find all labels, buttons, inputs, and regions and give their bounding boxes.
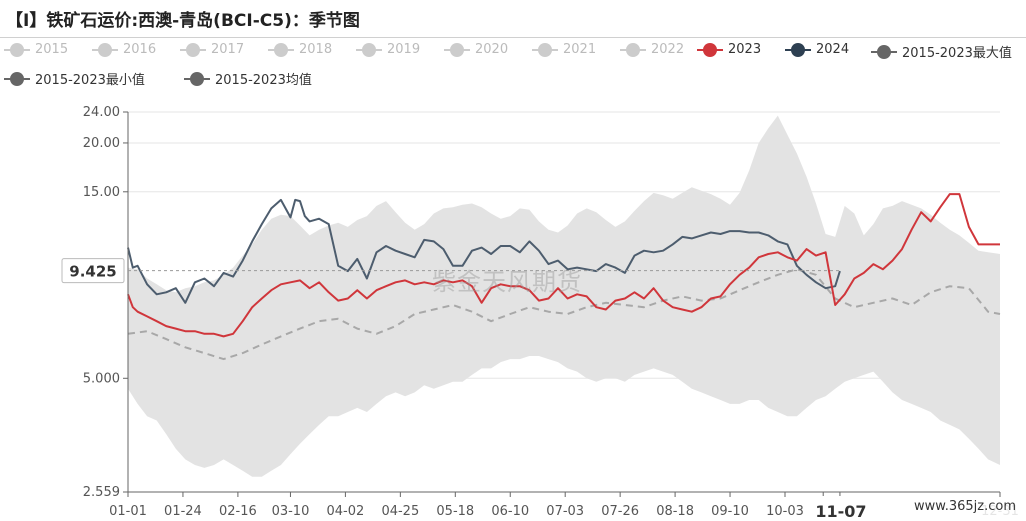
max-min-band [128, 115, 1000, 477]
y-tick-label: 20.00 [83, 136, 120, 151]
legend-item-2017[interactable]: 2017 [180, 42, 244, 57]
x-tick-label: 09-10 [711, 504, 749, 519]
legend-label: 2019 [387, 42, 421, 57]
series-2024-line [127, 198, 841, 304]
series-2023-line [127, 193, 1000, 338]
legend-item-2015-2023最小值[interactable]: 2015-2023最小值 [4, 69, 145, 88]
legend-label: 2024 [816, 42, 850, 57]
legend-marker-icon [620, 42, 646, 57]
legend-marker-icon [356, 42, 382, 57]
legend-item-2023[interactable]: 2023 [697, 42, 761, 57]
pointer-y-box [61, 258, 125, 284]
x-tick-label: 04-02 [327, 504, 365, 519]
legend-label: 2017 [211, 42, 245, 57]
legend-item-2015-2023最大值[interactable]: 2015-2023最大值 [871, 42, 1012, 61]
x-tick-label: 07-26 [601, 504, 639, 519]
x-tick-label: 06-10 [491, 504, 529, 519]
y-tick-label: 5.000 [83, 371, 120, 386]
legend-label: 2021 [563, 42, 597, 57]
legend-label: 2015-2023均值 [215, 73, 312, 88]
legend-marker-icon [184, 71, 210, 86]
legend-label: 2018 [299, 42, 333, 57]
pointer-x-label: 11-07 [815, 502, 866, 521]
legend-marker-icon [4, 42, 30, 57]
legend-marker-icon [697, 42, 723, 57]
x-tick-label: 01-24 [164, 504, 202, 519]
site-watermark: www.365jz.com [910, 498, 1020, 515]
chart-title: 【I】铁矿石运价:西澳-青岛(BCI-C5)：季节图 [6, 11, 360, 31]
legend-label: 2022 [651, 42, 685, 57]
x-tick-label: 08-18 [656, 504, 694, 519]
y-tick-label: 2.559 [83, 485, 120, 500]
x-tick-label: 02-16 [219, 504, 257, 519]
x-tick-label: 07-03 [546, 504, 584, 519]
x-tick-label: 04-25 [381, 504, 419, 519]
title-divider [0, 37, 1026, 38]
pointer-x-box [809, 496, 872, 521]
legend-label: 2023 [728, 42, 762, 57]
x-tick-label: 05-18 [436, 504, 474, 519]
x-tick-label: 01-01 [109, 504, 147, 519]
legend-item-2024[interactable]: 2024 [785, 42, 849, 57]
legend-marker-icon [532, 42, 558, 57]
legend-item-2018[interactable]: 2018 [268, 42, 332, 57]
x-tick-label: 10-03 [766, 504, 804, 519]
x-tick-label: 03-10 [272, 504, 310, 519]
legend-label: 2015-2023最小值 [35, 73, 145, 88]
legend-item-2022[interactable]: 2022 [620, 42, 684, 57]
legend-marker-icon [785, 42, 811, 57]
legend-marker-icon [180, 42, 206, 57]
legend-marker-icon [444, 42, 470, 57]
legend-marker-icon [871, 44, 897, 59]
legend-item-2020[interactable]: 2020 [444, 42, 508, 57]
legend-label: 2015-2023最大值 [902, 46, 1012, 61]
legend-marker-icon [92, 42, 118, 57]
legend-label: 2015 [35, 42, 69, 57]
legend-marker-icon [4, 71, 30, 86]
y-tick-label: 24.00 [83, 105, 120, 120]
pointer-y-label: 9.425 [69, 263, 116, 281]
watermark: 紫金天风期货 [432, 268, 582, 296]
legend-marker-icon [268, 42, 294, 57]
legend-item-2021[interactable]: 2021 [532, 42, 596, 57]
y-tick-label: 15.00 [83, 185, 120, 200]
legend-label: 2020 [475, 42, 509, 57]
legend-item-2015[interactable]: 2015 [4, 42, 68, 57]
legend-item-2016[interactable]: 2016 [92, 42, 156, 57]
legend-item-2019[interactable]: 2019 [356, 42, 420, 57]
legend-item-2015-2023均值[interactable]: 2015-2023均值 [184, 69, 312, 88]
series-average-line [127, 268, 1001, 361]
legend-label: 2016 [123, 42, 157, 57]
